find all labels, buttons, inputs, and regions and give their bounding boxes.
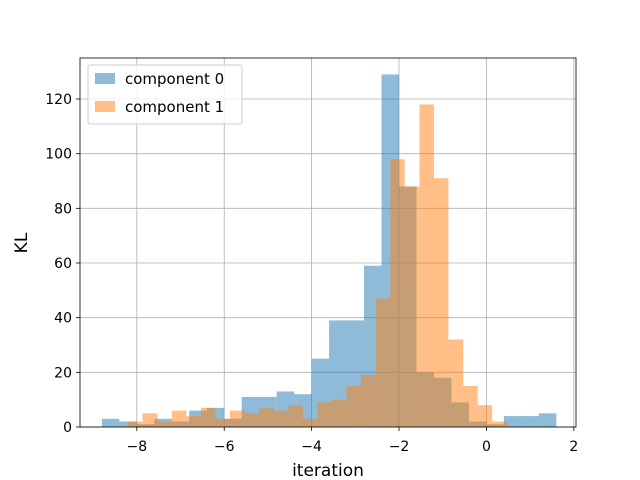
x-axis-label: iteration (292, 461, 364, 480)
histogram-bar (273, 410, 289, 427)
y-axis-label: KL (12, 232, 32, 253)
x-tick-label: 2 (569, 439, 578, 455)
legend-swatch-component-0 (95, 73, 115, 84)
histogram-bar (375, 298, 391, 427)
histogram-bar (521, 416, 539, 427)
y-tick-label: 20 (54, 365, 72, 381)
histogram-bar (128, 421, 143, 427)
histogram-bar (186, 416, 202, 427)
legend: component 0 component 1 (87, 64, 243, 125)
y-tick-label: 60 (54, 256, 72, 272)
histogram-bar (201, 407, 216, 427)
histogram-bar (360, 375, 376, 427)
histogram-bar (346, 386, 361, 427)
x-tick-label: −8 (126, 439, 147, 455)
x-tick-label: −2 (389, 439, 410, 455)
y-tick-label: 40 (54, 311, 72, 327)
legend-label-component-1: component 1 (125, 98, 224, 116)
histogram-bar (477, 405, 493, 427)
histogram-bar (229, 410, 245, 427)
histogram-bar (101, 418, 120, 427)
histogram-bar (259, 407, 274, 427)
axes-border (79, 57, 577, 428)
histogram-bar (463, 386, 478, 427)
x-axis-ticks: −8 −6 −4 −2 0 2 (126, 427, 578, 455)
series-component-1-bars (128, 104, 507, 427)
histogram-bar (492, 421, 507, 427)
histogram-bar (433, 178, 449, 427)
legend-swatch-component-1 (95, 101, 115, 112)
axes-frame (79, 57, 577, 428)
histogram-bar (503, 416, 522, 427)
y-tick-label: 0 (63, 420, 72, 436)
histogram-bar (215, 418, 230, 427)
histogram-bar (332, 399, 347, 427)
histogram-bar (302, 418, 318, 427)
histogram-bar (404, 186, 420, 427)
histogram-bar (142, 413, 158, 427)
histogram-bar (244, 413, 260, 427)
x-tick-label: −4 (301, 439, 322, 455)
y-tick-label: 120 (45, 92, 72, 108)
y-tick-label: 100 (45, 147, 72, 163)
x-tick-label: −6 (214, 439, 235, 455)
histogram-bar (157, 421, 172, 427)
legend-label-component-0: component 0 (125, 70, 224, 88)
x-tick-label: 0 (482, 439, 491, 455)
histogram-bar (419, 104, 434, 427)
histogram-bar (171, 410, 187, 427)
histogram-bar (288, 405, 303, 427)
legend-frame (87, 64, 243, 125)
y-axis-ticks: 0 20 40 60 80 100 120 (45, 92, 80, 436)
histogram-bar (317, 402, 333, 427)
histogram-bar (538, 413, 557, 427)
y-tick-label: 80 (54, 201, 72, 217)
histogram-bar (448, 339, 464, 427)
histogram-bar (390, 159, 405, 427)
